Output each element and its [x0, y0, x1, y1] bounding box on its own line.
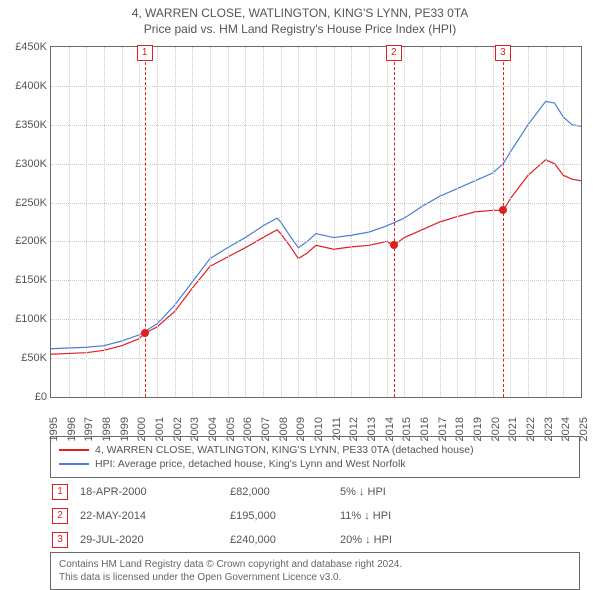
y-axis-label: £250K	[1, 197, 47, 209]
gridline-v	[546, 47, 547, 397]
annotation-line	[503, 47, 504, 397]
gridline-v	[263, 47, 264, 397]
gridline-v	[422, 47, 423, 397]
plot-area: £0£50K£100K£150K£200K£250K£300K£350K£400…	[50, 46, 582, 398]
y-axis-label: £400K	[1, 80, 47, 92]
sale-dot	[499, 206, 507, 214]
legend-item: 4, WARREN CLOSE, WATLINGTON, KING'S LYNN…	[59, 443, 571, 457]
gridline-v	[510, 47, 511, 397]
sales-row-marker: 1	[52, 484, 68, 500]
sale-dot	[141, 329, 149, 337]
annotation-marker: 1	[137, 45, 153, 61]
sales-row-price: £195,000	[230, 510, 340, 522]
sales-row-diff: 11% ↓ HPI	[340, 510, 580, 522]
gridline-v	[563, 47, 564, 397]
sales-row: 3 29-JUL-2020£240,00020% ↓ HPI	[50, 528, 580, 552]
gridline-v	[175, 47, 176, 397]
gridline-v	[316, 47, 317, 397]
y-axis-label: £450K	[1, 41, 47, 53]
legend-swatch	[59, 463, 89, 465]
gridline-v	[351, 47, 352, 397]
y-axis-label: £300K	[1, 158, 47, 170]
y-axis-label: £350K	[1, 119, 47, 131]
gridline-v	[493, 47, 494, 397]
sales-row: 2 22-MAY-2014£195,00011% ↓ HPI	[50, 504, 580, 528]
annotation-marker: 2	[386, 45, 402, 61]
title-line1: 4, WARREN CLOSE, WATLINGTON, KING'S LYNN…	[0, 6, 600, 22]
sales-row-date: 18-APR-2000	[80, 486, 230, 498]
gridline-v	[457, 47, 458, 397]
sales-row-marker: 2	[52, 508, 68, 524]
y-axis-label: £200K	[1, 235, 47, 247]
footer-line2: This data is licensed under the Open Gov…	[59, 571, 571, 584]
gridline-v	[298, 47, 299, 397]
gridline-v	[139, 47, 140, 397]
annotation-marker: 3	[495, 45, 511, 61]
gridline-v	[475, 47, 476, 397]
y-axis-label: £100K	[1, 313, 47, 325]
y-axis-label: £150K	[1, 274, 47, 286]
legend-box: 4, WARREN CLOSE, WATLINGTON, KING'S LYNN…	[50, 436, 580, 478]
legend-label: HPI: Average price, detached house, King…	[95, 458, 406, 470]
y-axis-label: £0	[1, 391, 47, 403]
gridline-v	[228, 47, 229, 397]
legend-swatch	[59, 449, 89, 451]
gridline-v	[104, 47, 105, 397]
gridline-v	[369, 47, 370, 397]
gridline-v	[281, 47, 282, 397]
gridline-v	[157, 47, 158, 397]
annotation-line	[394, 47, 395, 397]
sales-row-marker: 3	[52, 532, 68, 548]
gridline-v	[334, 47, 335, 397]
annotation-line	[145, 47, 146, 397]
gridline-v	[192, 47, 193, 397]
gridline-v	[122, 47, 123, 397]
gridline-v	[528, 47, 529, 397]
legend-item: HPI: Average price, detached house, King…	[59, 457, 571, 471]
legend-label: 4, WARREN CLOSE, WATLINGTON, KING'S LYNN…	[95, 444, 474, 456]
sales-row-date: 22-MAY-2014	[80, 510, 230, 522]
gridline-v	[404, 47, 405, 397]
gridline-v	[69, 47, 70, 397]
sales-row-price: £240,000	[230, 534, 340, 546]
footer-line1: Contains HM Land Registry data © Crown c…	[59, 558, 571, 571]
footer-box: Contains HM Land Registry data © Crown c…	[50, 552, 580, 590]
sales-row-price: £82,000	[230, 486, 340, 498]
sales-row-diff: 20% ↓ HPI	[340, 534, 580, 546]
sales-table: 1 18-APR-2000£82,0005% ↓ HPI 2 22-MAY-2014£…	[50, 480, 580, 552]
sales-row-diff: 5% ↓ HPI	[340, 486, 580, 498]
y-axis-label: £50K	[1, 352, 47, 364]
gridline-v	[210, 47, 211, 397]
chart-title: 4, WARREN CLOSE, WATLINGTON, KING'S LYNN…	[0, 0, 600, 39]
gridline-v	[245, 47, 246, 397]
sales-row-date: 29-JUL-2020	[80, 534, 230, 546]
sale-dot	[390, 241, 398, 249]
gridline-v	[387, 47, 388, 397]
sales-row: 1 18-APR-2000£82,0005% ↓ HPI	[50, 480, 580, 504]
gridline-v	[86, 47, 87, 397]
chart-container: 4, WARREN CLOSE, WATLINGTON, KING'S LYNN…	[0, 0, 600, 590]
gridline-v	[440, 47, 441, 397]
title-line2: Price paid vs. HM Land Registry's House …	[0, 22, 600, 38]
